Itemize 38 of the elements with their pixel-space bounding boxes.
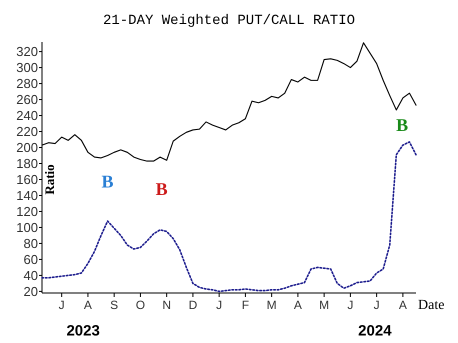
x-tick-label: S: [110, 298, 118, 312]
y-tick-label: 180: [16, 156, 38, 172]
x-axis-title: Date: [418, 298, 444, 313]
annotation: B: [156, 179, 168, 200]
y-tick-label: 280: [16, 76, 38, 92]
y-tick-label: 60: [24, 252, 38, 267]
x-tick-label: M: [319, 298, 330, 312]
x-tick-label: F: [242, 298, 250, 312]
text: 2024: [358, 322, 392, 340]
annotation: B: [396, 115, 408, 136]
x-tick-label: D: [188, 298, 198, 312]
y-tick-label: 20: [24, 284, 38, 299]
x-tick-label: A: [84, 298, 92, 312]
x-tick-label: A: [294, 298, 302, 312]
y-tick-label: 320: [16, 44, 38, 60]
y-tick-label: 120: [16, 204, 38, 220]
y-tick-label: 240: [16, 108, 38, 124]
y-tick-label: 200: [16, 140, 38, 156]
x-tick-label: O: [136, 298, 146, 312]
y-axis-title: Ratio: [42, 164, 57, 195]
text: 2023: [66, 322, 100, 340]
x-tick-label: J: [347, 298, 354, 312]
chart-title: 21-DAY Weighted PUT/CALL RATIO: [102, 13, 356, 29]
x-tick-label: J: [216, 298, 222, 312]
x-tick-label: M: [266, 298, 277, 312]
x-tick-label: A: [398, 298, 407, 312]
y-tick-label: 300: [16, 60, 38, 76]
x-tick-label: J: [374, 298, 380, 312]
y-tick-label: 260: [16, 92, 38, 108]
y-tick-label: 160: [16, 172, 38, 188]
y-tick-label: 80: [24, 236, 38, 251]
annotation: B: [101, 172, 114, 192]
y-tick-label: 220: [16, 124, 38, 140]
x-tick-label: J: [58, 298, 65, 312]
y-tick-label: 40: [24, 268, 38, 283]
y-tick-label: 140: [16, 188, 38, 204]
y-tick-label: 100: [16, 220, 38, 235]
x-tick-label: N: [162, 298, 172, 312]
